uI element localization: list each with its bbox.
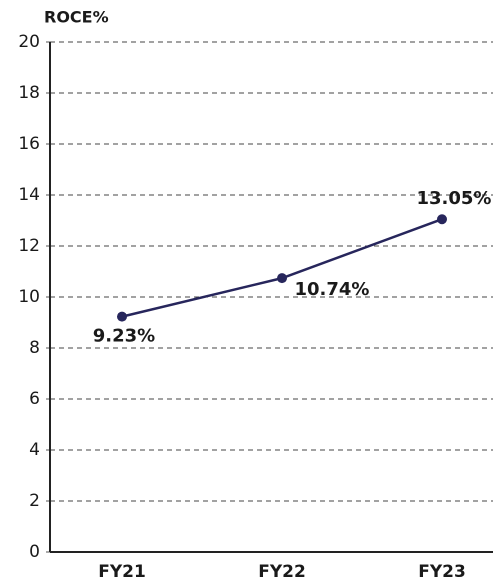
point	[437, 214, 447, 225]
y-tick-label: 8	[29, 338, 40, 358]
y-tick-label: 12	[18, 236, 40, 256]
line	[121, 218, 443, 318]
y-tick-label: 0	[29, 542, 40, 562]
x-tick-label: FY21	[98, 562, 146, 582]
y-axis-label: ROCE%	[44, 8, 109, 27]
y-tick-label: 18	[18, 83, 40, 103]
x-tick-label: FY22	[258, 562, 306, 582]
y-tick-label: 6	[29, 389, 40, 409]
data-label: 10.74%	[295, 279, 370, 300]
point	[117, 311, 127, 322]
point	[277, 273, 287, 284]
data-label: 9.23%	[93, 326, 155, 347]
x-tick-label: FY23	[418, 562, 466, 582]
y-tick-label: 14	[18, 185, 40, 205]
y-tick-label: 2	[29, 491, 40, 511]
y-tick-label: 4	[29, 440, 40, 460]
y-tick-label: 10	[18, 287, 40, 307]
y-tick-label: 20	[18, 32, 40, 52]
y-tick-label: 16	[18, 134, 40, 154]
data-label: 13.05%	[417, 188, 492, 209]
